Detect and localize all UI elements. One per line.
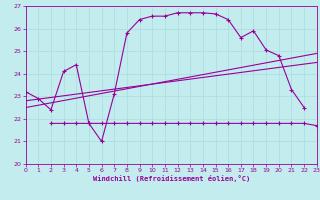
X-axis label: Windchill (Refroidissement éolien,°C): Windchill (Refroidissement éolien,°C) [92,175,250,182]
